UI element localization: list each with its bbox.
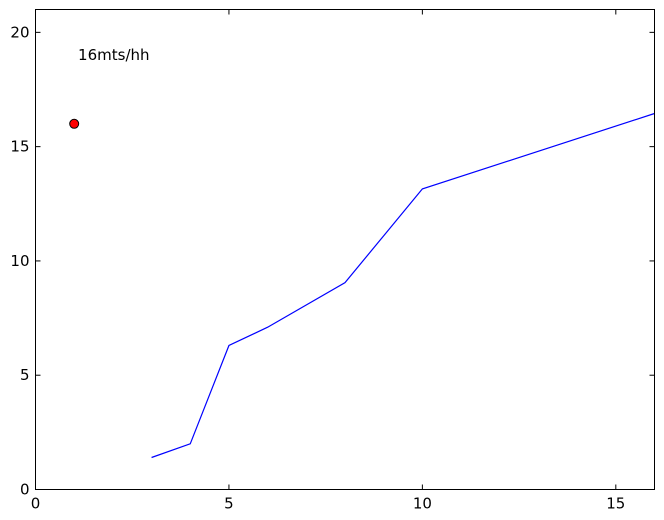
axis-tick-labels: 0 5 10 15 0 5 10 15 20 [10, 23, 625, 512]
annotation-label-0: 16mts/hh [78, 46, 149, 64]
y-tick-label: 5 [20, 366, 30, 384]
x-tick-label: 5 [224, 495, 234, 513]
axis-ticks [35, 9, 655, 490]
y-tick-label: 10 [10, 252, 29, 270]
series-line-0 [151, 112, 655, 459]
x-tick-label: 10 [413, 495, 432, 513]
x-tick-label: 15 [606, 495, 625, 513]
y-tick-label: 0 [20, 481, 30, 499]
y-tick-label: 15 [10, 138, 29, 156]
plot-frame [35, 9, 655, 490]
data-point-0 [69, 118, 80, 129]
plot-area [69, 112, 655, 459]
x-tick-label: 0 [31, 495, 41, 513]
annotations: 16mts/hh [78, 46, 149, 64]
y-tick-label: 20 [10, 23, 29, 41]
